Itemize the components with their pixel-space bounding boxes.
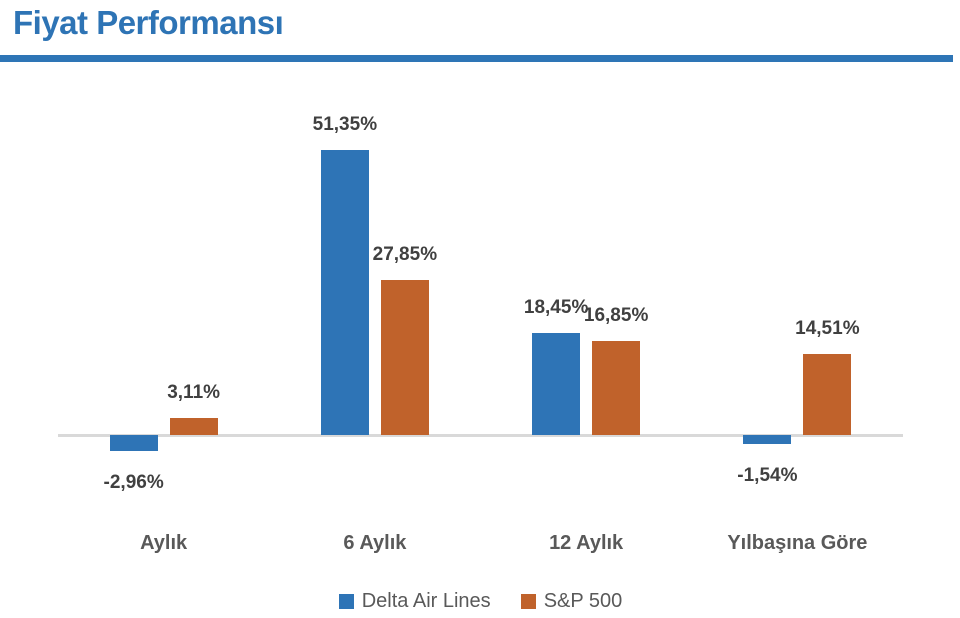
bar-delta-air-lines bbox=[743, 435, 792, 444]
x-axis-category-label: Aylık bbox=[140, 532, 188, 554]
data-label: 18,45% bbox=[523, 296, 589, 318]
x-axis-category-label: 6 Aylık bbox=[343, 532, 407, 554]
chart-legend: Delta Air Lines S&P 500 bbox=[58, 590, 903, 613]
bar-s-p-500 bbox=[380, 280, 429, 435]
x-axis-category-label: Yılbaşına Göre bbox=[727, 532, 868, 554]
data-label: -1,54% bbox=[737, 464, 798, 486]
x-axis-category-label: 12 Aylık bbox=[549, 532, 624, 554]
legend-item: Delta Air Lines bbox=[338, 590, 491, 613]
page-title: Fiyat Performansı bbox=[13, 4, 284, 41]
legend-swatch-icon bbox=[520, 594, 536, 609]
data-label: 3,11% bbox=[167, 381, 221, 403]
data-label: 16,85% bbox=[583, 305, 649, 327]
bar-s-p-500 bbox=[592, 341, 641, 435]
bar-delta-air-lines bbox=[109, 435, 158, 452]
bar-s-p-500 bbox=[803, 354, 852, 435]
x-axis-line bbox=[58, 434, 903, 437]
bar-delta-air-lines bbox=[320, 150, 369, 435]
data-label: -2,96% bbox=[103, 472, 164, 494]
legend-swatch-icon bbox=[338, 594, 354, 609]
data-label: 27,85% bbox=[372, 244, 438, 266]
title-underline-bar bbox=[0, 55, 953, 62]
legend-label: Delta Air Lines bbox=[361, 590, 491, 612]
data-label: 51,35% bbox=[312, 114, 378, 135]
plot-area: Aylık -2,96% 3,11% 6 Aylık 51,35% 27,85% 12 Ay… bbox=[58, 0, 903, 618]
legend-label: S&P 500 bbox=[543, 590, 623, 612]
bar-s-p-500 bbox=[169, 417, 218, 435]
data-label: 14,51% bbox=[795, 318, 860, 340]
legend-item: S&P 500 bbox=[520, 590, 623, 613]
bar-delta-air-lines bbox=[532, 332, 581, 435]
